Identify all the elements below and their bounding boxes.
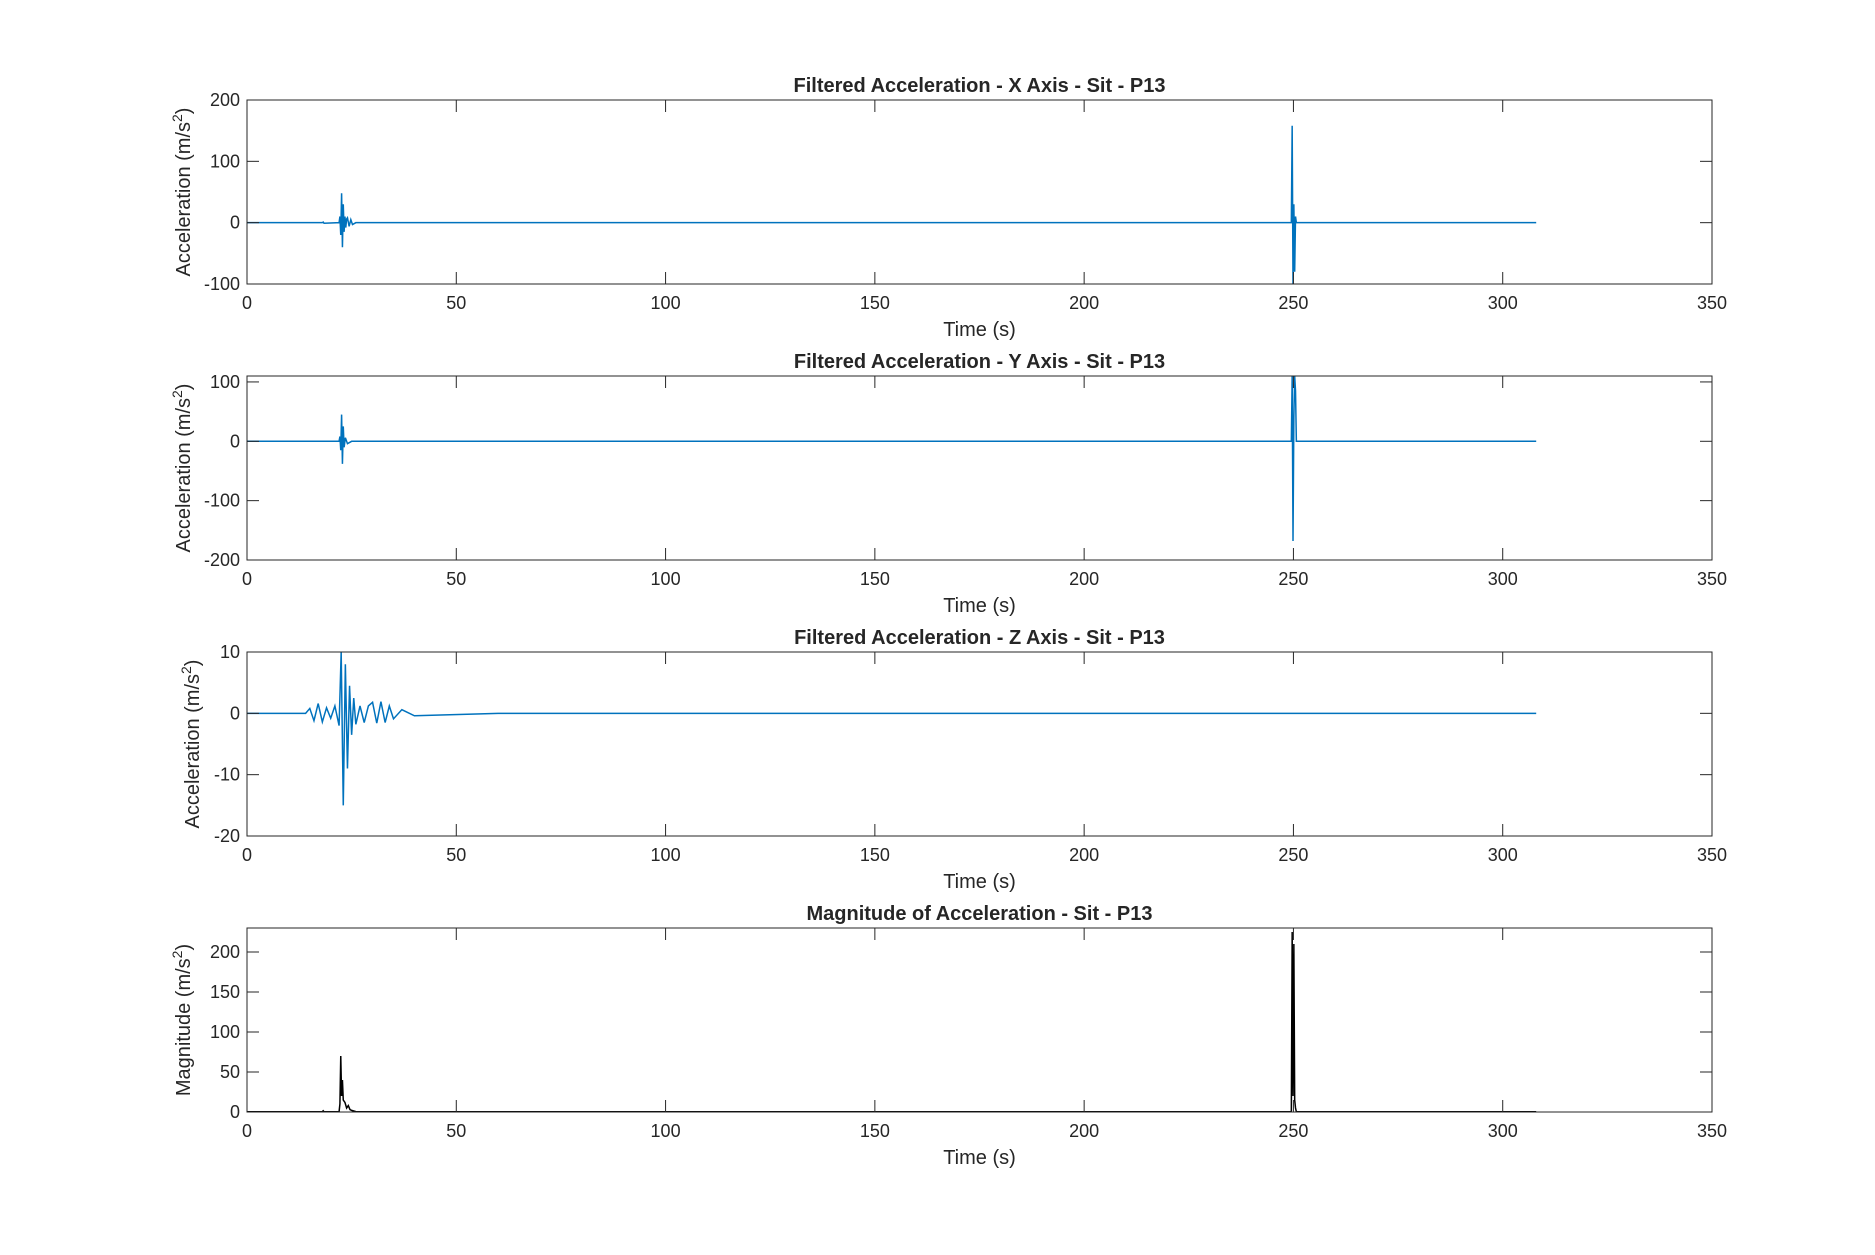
x-tick-label: 250	[1278, 293, 1308, 313]
series-line-1	[247, 652, 1537, 806]
subplot-1: 0 50 100 150 200 250 300 350-1000100200Filtered…	[169, 75, 1727, 341]
x-tick-label: 0	[242, 1121, 252, 1141]
x-tick-label: 350	[1697, 845, 1727, 865]
y-axis-label: Acceleration (m/s2)	[169, 108, 195, 277]
x-tick-label: 200	[1069, 1121, 1099, 1141]
x-tick-label: 100	[651, 1121, 681, 1141]
x-tick-label: 0	[242, 845, 252, 865]
y-tick-label: -20	[214, 826, 240, 846]
x-axis-label: Time (s)	[943, 871, 1016, 893]
y-tick-label: -200	[204, 550, 240, 570]
x-tick-label: 200	[1069, 293, 1099, 313]
axes-box	[246, 927, 1713, 1113]
x-axis-label: Time (s)	[943, 595, 1016, 617]
y-tick-label: 50	[220, 1062, 240, 1082]
subplot-title: Filtered Acceleration - Y Axis - Sit - P…	[794, 351, 1165, 373]
y-tick-label: 0	[230, 213, 240, 233]
x-tick-label: 150	[860, 569, 890, 589]
y-axis-label: Acceleration (m/s2)	[178, 660, 204, 829]
subplot-3: 0 50 100 150 200 250 300 350 -20 -10 0 10 Filtered A…	[178, 627, 1727, 893]
axes-box	[246, 651, 1713, 837]
y-tick-label: -100	[204, 491, 240, 511]
x-tick-label: 150	[860, 845, 890, 865]
series-line-1	[247, 376, 1537, 542]
x-tick-label: 200	[1069, 569, 1099, 589]
x-tick-label: 300	[1488, 1121, 1518, 1141]
x-tick-label: 50	[446, 569, 466, 589]
subplot-title: Filtered Acceleration - Z Axis - Sit - P…	[794, 627, 1165, 649]
x-tick-label: 100	[651, 569, 681, 589]
series-line-1	[247, 931, 1537, 1112]
x-tick-label: 50	[446, 1121, 466, 1141]
series-line-1	[247, 125, 1537, 284]
axes-box	[246, 375, 1713, 561]
x-tick-label: 350	[1697, 1121, 1727, 1141]
y-tick-label: 100	[210, 151, 240, 171]
x-tick-label: 50	[446, 293, 466, 313]
subplot-title: Filtered Acceleration - X Axis - Sit - P…	[794, 75, 1166, 97]
x-tick-label: 350	[1697, 569, 1727, 589]
y-tick-label: 150	[210, 982, 240, 1002]
x-tick-label: 300	[1488, 845, 1518, 865]
x-axis-label: Time (s)	[943, 319, 1016, 341]
y-tick-label: 100	[210, 372, 240, 392]
x-tick-label: 150	[860, 293, 890, 313]
x-tick-label: 300	[1488, 293, 1518, 313]
y-axis-label: Magnitude (m/s2)	[169, 944, 195, 1096]
subplot-4: 0 50 100 150 200 250 300 350 0 50 100 150 200 Magnitu…	[169, 903, 1727, 1169]
x-tick-label: 350	[1697, 293, 1727, 313]
x-tick-label: 250	[1278, 845, 1308, 865]
x-tick-label: 300	[1488, 569, 1518, 589]
x-tick-label: 0	[242, 569, 252, 589]
x-axis-label: Time (s)	[943, 1147, 1016, 1169]
y-tick-label: 100	[210, 1022, 240, 1042]
x-tick-label: 100	[651, 293, 681, 313]
x-tick-label: 250	[1278, 1121, 1308, 1141]
y-axis-label: Acceleration (m/s2)	[169, 384, 195, 553]
y-tick-label: 200	[210, 90, 240, 110]
y-tick-label: 10	[220, 642, 240, 662]
subplot-2: 0 50 100 150 200 250 300 350 -200 -100 0 100 Filtere…	[169, 351, 1727, 617]
subplot-title: Magnitude of Acceleration - Sit - P13	[807, 903, 1153, 925]
y-tick-label: 200	[210, 942, 240, 962]
axes-box	[246, 99, 1713, 285]
y-tick-label: -100	[204, 274, 240, 294]
y-tick-label: 0	[230, 1102, 240, 1122]
x-tick-label: 0	[242, 293, 252, 313]
x-tick-label: 50	[446, 845, 466, 865]
y-tick-label: -10	[214, 765, 240, 785]
x-tick-label: 200	[1069, 845, 1099, 865]
x-tick-label: 150	[860, 1121, 890, 1141]
y-tick-label: 0	[230, 703, 240, 723]
x-tick-label: 250	[1278, 569, 1308, 589]
y-tick-label: 0	[230, 431, 240, 451]
x-tick-label: 100	[651, 845, 681, 865]
